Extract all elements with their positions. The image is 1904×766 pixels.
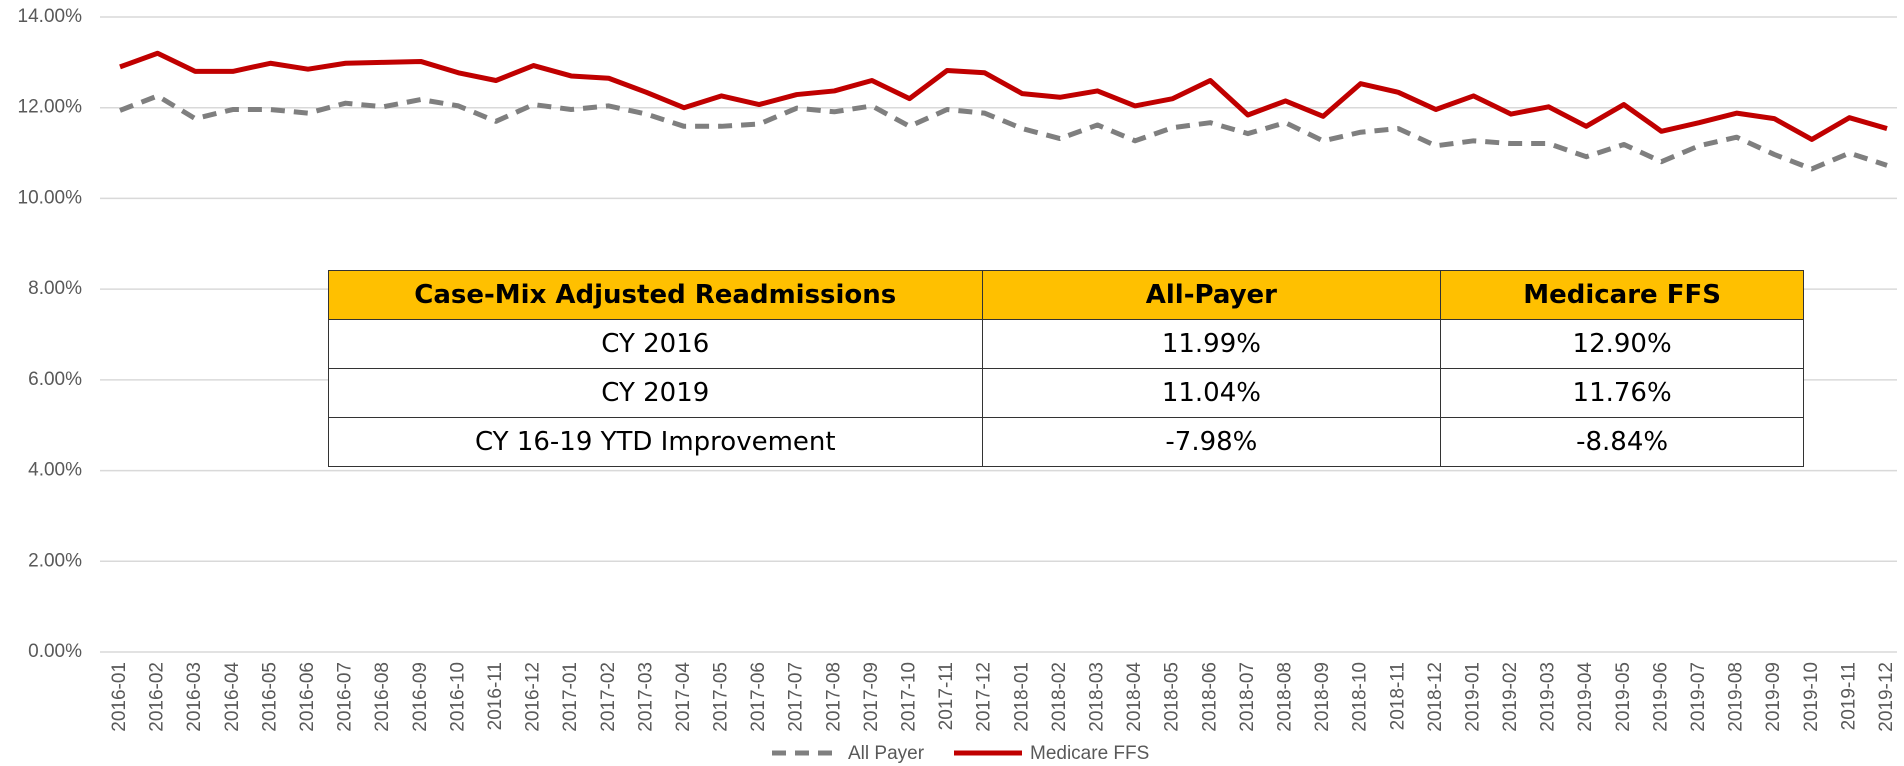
x-tick-label: 2016-06	[297, 662, 318, 732]
cell: CY 2016	[328, 319, 983, 369]
x-tick-label: 2017-04	[673, 662, 694, 732]
x-tick-label: 2017-11	[936, 662, 957, 730]
x-tick-label: 2017-05	[711, 662, 732, 732]
cell: -8.84%	[1440, 417, 1804, 467]
cell: CY 2019	[328, 368, 983, 418]
data-line	[119, 93, 1888, 172]
x-tick-label: 2019-05	[1613, 662, 1634, 732]
x-tick-label: 2019-03	[1538, 662, 1559, 732]
x-tick-label: 2017-12	[974, 662, 995, 732]
x-tick-label: 2017-01	[560, 662, 581, 732]
cell: 11.04%	[981, 368, 1442, 418]
x-tick-label: 2019-04	[1575, 662, 1596, 732]
y-tick-label: 6.00%	[28, 369, 82, 390]
cell: 11.99%	[981, 319, 1442, 369]
x-tick-label: 2017-09	[861, 662, 882, 732]
y-tick-label: 4.00%	[28, 460, 82, 481]
x-tick-label: 2018-07	[1237, 662, 1258, 732]
x-tick-label: 2016-02	[147, 662, 168, 732]
x-tick-label: 2016-08	[372, 662, 393, 732]
x-tick-label: 2019-02	[1500, 662, 1521, 732]
x-tick-label: 2019-07	[1688, 662, 1709, 732]
x-tick-label: 2016-07	[335, 662, 356, 732]
x-tick-label: 2018-04	[1124, 662, 1145, 732]
table-row: CY 16-19 YTD Improvement -7.98% -8.84%	[328, 417, 1804, 467]
x-tick-label: 2018-12	[1425, 662, 1446, 732]
x-tick-label: 2018-08	[1274, 662, 1295, 732]
x-tick-label: 2018-02	[1049, 662, 1070, 732]
x-tick-label: 2018-01	[1011, 662, 1032, 732]
cell: CY 16-19 YTD Improvement	[328, 417, 983, 467]
x-tick-label: 2019-01	[1462, 662, 1483, 732]
legend-label: Medicare FFS	[1030, 743, 1149, 764]
x-tick-label: 2016-09	[410, 662, 431, 732]
x-tick-label: 2017-06	[748, 662, 769, 732]
data-line	[119, 50, 1888, 142]
x-tick-label: 2018-05	[1162, 662, 1183, 732]
x-tick-label: 2018-09	[1312, 662, 1333, 732]
x-tick-label: 2017-03	[635, 662, 656, 732]
legend-label: All Payer	[848, 743, 925, 764]
x-tick-label: 2016-05	[259, 662, 280, 732]
x-tick-label: 2016-03	[184, 662, 205, 732]
x-tick-label: 2016-04	[222, 662, 243, 732]
header-cell: Case-Mix Adjusted Readmissions	[328, 270, 983, 320]
x-tick-label: 2019-10	[1801, 662, 1822, 732]
x-tick-label: 2019-08	[1726, 662, 1747, 732]
x-tick-label: 2017-10	[899, 662, 920, 732]
x-tick-label: 2016-11	[485, 662, 506, 730]
x-tick-label: 2018-03	[1087, 662, 1108, 732]
table-row: CY 2016 11.99% 12.90%	[328, 319, 1804, 369]
y-tick-label: 14.00%	[18, 6, 83, 27]
x-tick-label: 2019-09	[1763, 662, 1784, 732]
x-tick-label: 2018-10	[1350, 662, 1371, 732]
summary-table: Case-Mix Adjusted Readmissions All-Payer…	[328, 270, 1804, 467]
y-tick-label: 2.00%	[28, 550, 82, 571]
header-cell: All-Payer	[981, 270, 1442, 320]
y-tick-label: 12.00%	[18, 97, 83, 118]
cell: 12.90%	[1440, 319, 1804, 369]
cell: -7.98%	[981, 417, 1442, 467]
x-tick-label: 2019-12	[1876, 662, 1897, 732]
x-tick-label: 2018-11	[1387, 662, 1408, 730]
x-tick-label: 2019-11	[1838, 662, 1859, 730]
table-row: CY 2019 11.04% 11.76%	[328, 368, 1804, 418]
y-tick-label: 10.00%	[18, 187, 83, 208]
header-cell: Medicare FFS	[1440, 270, 1804, 320]
table-header: Case-Mix Adjusted Readmissions All-Payer…	[328, 270, 1804, 320]
y-tick-label: 0.00%	[28, 641, 82, 662]
x-tick-label: 2016-01	[109, 662, 130, 732]
x-tick-label: 2016-12	[523, 662, 544, 732]
cell: 11.76%	[1440, 368, 1804, 418]
x-tick-label: 2017-07	[786, 662, 807, 732]
x-tick-label: 2017-02	[598, 662, 619, 732]
x-tick-label: 2018-06	[1199, 662, 1220, 732]
x-tick-label: 2016-10	[447, 662, 468, 732]
x-tick-label: 2019-06	[1650, 662, 1671, 732]
y-tick-label: 8.00%	[28, 278, 82, 299]
x-tick-label: 2017-08	[823, 662, 844, 732]
